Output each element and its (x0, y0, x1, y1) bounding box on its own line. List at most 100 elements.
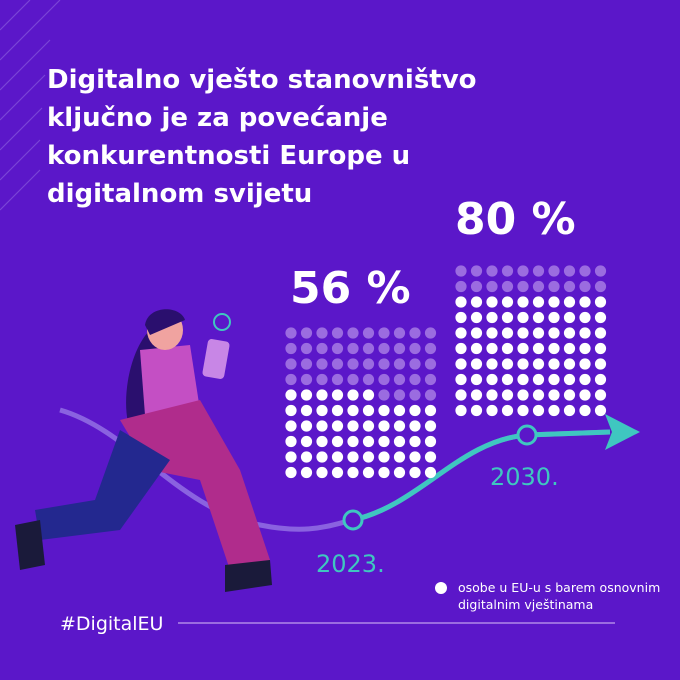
dot (563, 389, 576, 401)
dot (393, 358, 406, 370)
dot (594, 296, 607, 308)
dot (362, 404, 375, 417)
dot (579, 327, 591, 339)
dot (532, 327, 545, 339)
dot (300, 404, 313, 417)
dot (285, 435, 297, 448)
dot (532, 342, 545, 355)
dot (316, 451, 328, 463)
dot (393, 451, 406, 463)
dot (486, 358, 498, 370)
dot (378, 327, 390, 339)
dot (470, 373, 483, 386)
dot (548, 311, 560, 324)
dot (316, 342, 328, 355)
value-label: 80 % (455, 194, 576, 245)
dot (563, 327, 576, 339)
dot (517, 311, 529, 324)
dot (362, 451, 375, 463)
dot (285, 373, 297, 386)
dot (424, 342, 437, 355)
dot (548, 404, 560, 417)
dot (470, 265, 483, 277)
dot (285, 389, 297, 401)
dot (347, 327, 359, 339)
dot (393, 435, 406, 448)
dot (455, 389, 467, 401)
dot (532, 389, 545, 401)
dot (470, 389, 483, 401)
dot (517, 296, 529, 308)
dot (455, 342, 467, 355)
dot (424, 420, 437, 432)
dot (424, 435, 437, 448)
dot (532, 404, 545, 417)
dot (532, 265, 545, 277)
dot (594, 280, 607, 293)
dot (285, 451, 297, 463)
dot (470, 342, 483, 355)
dot (300, 435, 313, 448)
dot (393, 466, 406, 479)
dot (362, 420, 375, 432)
title-line: konkurentnosti Europe u (47, 141, 410, 171)
dot (563, 373, 576, 386)
dot (594, 389, 607, 401)
dot (409, 373, 421, 386)
dot (331, 327, 344, 339)
dot (316, 435, 328, 448)
dot (517, 265, 529, 277)
dot (300, 373, 313, 386)
dot (424, 466, 437, 479)
dot (316, 420, 328, 432)
dot (594, 404, 607, 417)
dot (300, 420, 313, 432)
dot (316, 373, 328, 386)
person-illustration (15, 309, 272, 592)
dot (393, 389, 406, 401)
dot (470, 311, 483, 324)
dot (424, 404, 437, 417)
value-label: 56 % (290, 263, 411, 314)
dot (378, 358, 390, 370)
dot (517, 373, 529, 386)
dot (378, 404, 390, 417)
dot (486, 265, 498, 277)
dot (594, 373, 607, 386)
dot (517, 342, 529, 355)
dot (409, 466, 421, 479)
dot (409, 404, 421, 417)
dot (285, 342, 297, 355)
dot (563, 296, 576, 308)
dot (470, 280, 483, 293)
dot (362, 342, 375, 355)
dot (393, 420, 406, 432)
dot (594, 327, 607, 339)
dot (501, 311, 514, 324)
dot (579, 404, 591, 417)
dot (563, 311, 576, 324)
dot (331, 358, 344, 370)
dot (517, 389, 529, 401)
dot (579, 373, 591, 386)
dot (316, 404, 328, 417)
dot (347, 373, 359, 386)
dot (594, 265, 607, 277)
dot (548, 358, 560, 370)
dot (455, 265, 467, 277)
dot (424, 451, 437, 463)
dot (424, 389, 437, 401)
dot (563, 404, 576, 417)
dot (455, 327, 467, 339)
dot (455, 296, 467, 308)
dot (563, 265, 576, 277)
dot (501, 358, 514, 370)
dot (486, 389, 498, 401)
dot (285, 327, 297, 339)
dot (393, 342, 406, 355)
dot (486, 311, 498, 324)
dot (347, 389, 359, 401)
dot (300, 451, 313, 463)
dot (517, 404, 529, 417)
